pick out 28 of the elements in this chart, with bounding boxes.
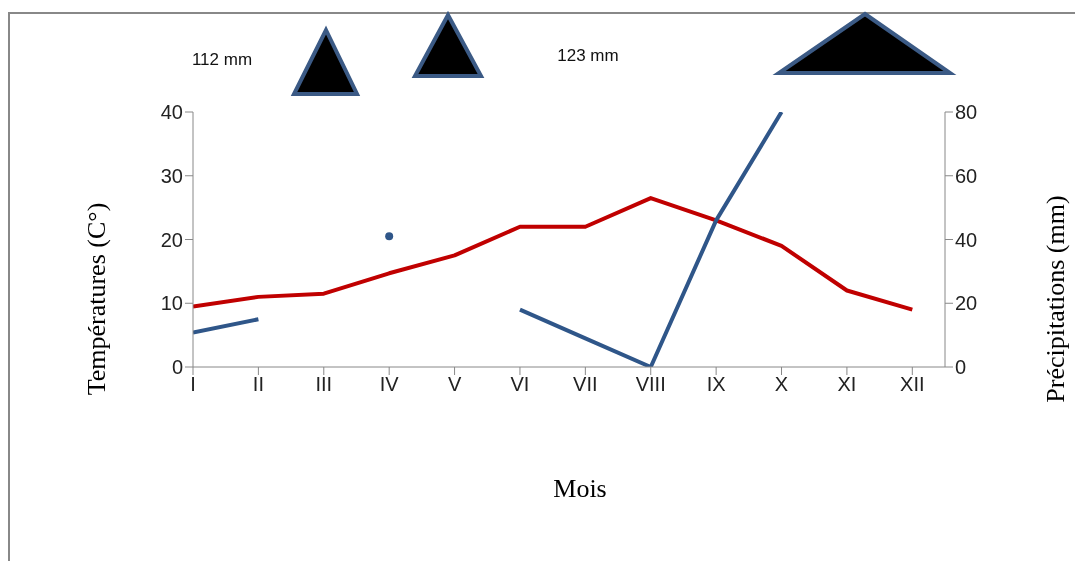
x-tick-label: XII <box>900 373 925 396</box>
y-axis-title: Températures (C°) <box>82 201 112 398</box>
y-tick-label: 30 <box>160 164 183 187</box>
y2-tick-label: 80 <box>955 101 978 124</box>
x-axis-title: Mois <box>552 474 608 504</box>
x-tick-label: VIII <box>635 373 666 396</box>
x-tick-label: III <box>315 373 333 396</box>
y2-tick-label: 20 <box>955 292 978 315</box>
text: 112 mm <box>190 50 254 70</box>
x-tick-label: XI <box>837 373 857 396</box>
line-series <box>193 196 915 312</box>
x-tick-label: V <box>447 373 462 396</box>
text: 123 mm <box>556 46 620 66</box>
x-tick-label: X <box>774 373 789 396</box>
y2-tick-label: 0 <box>955 356 967 379</box>
x-tick-label: VII <box>573 373 598 396</box>
x-tick-label: II <box>252 373 264 396</box>
x-tick-label: I <box>190 373 196 396</box>
y-tick-label: 0 <box>171 356 183 379</box>
y2-tick-label: 60 <box>955 164 978 187</box>
x-tick-label: IX <box>706 373 726 396</box>
y-tick-label: 10 <box>160 292 183 315</box>
y2-tick-label: 40 <box>955 228 978 251</box>
x-tick-label: IV <box>379 373 400 396</box>
y-tick-label: 20 <box>160 228 183 251</box>
y2-axis-title: Précipitations (mm) <box>1041 194 1071 405</box>
y-tick-label: 40 <box>160 101 183 124</box>
x-tick-label: VI <box>510 373 530 396</box>
